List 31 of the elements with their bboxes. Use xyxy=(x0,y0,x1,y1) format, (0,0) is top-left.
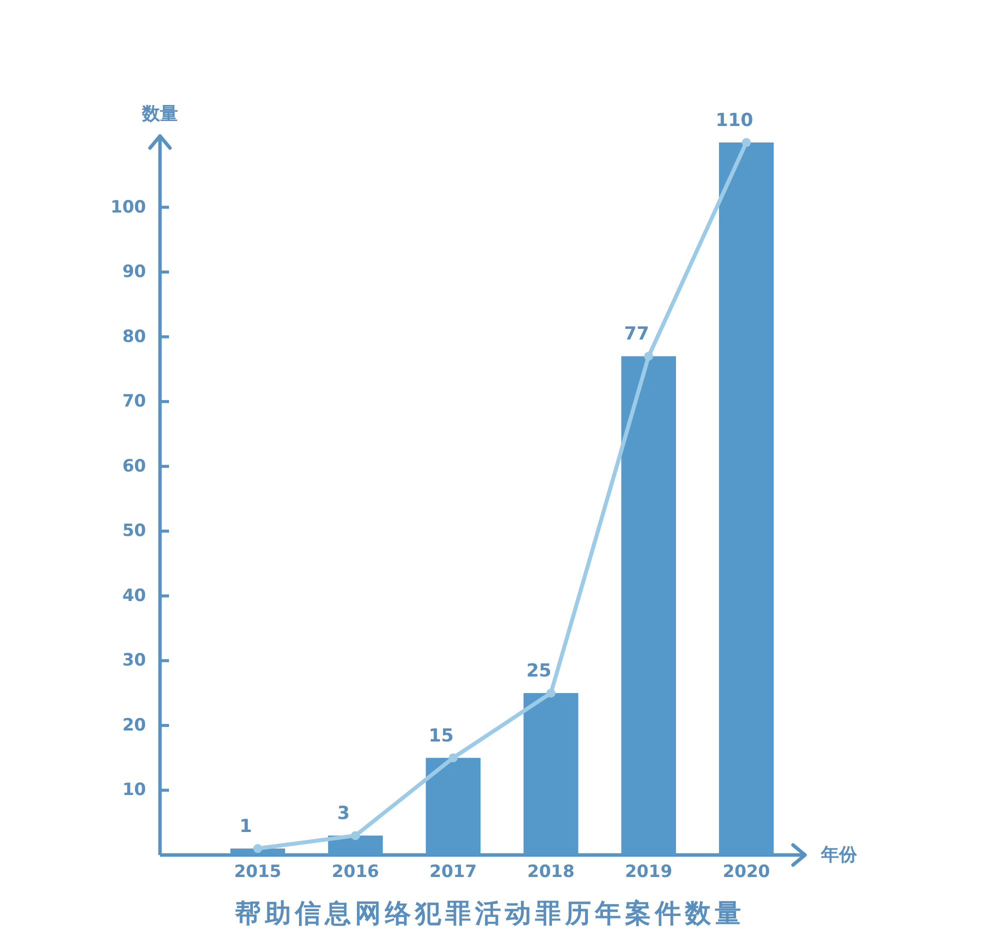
data-label: 3 xyxy=(337,803,350,824)
x-tick-label: 2020 xyxy=(722,862,770,882)
x-tick-label: 2019 xyxy=(624,862,672,882)
y-tick-label: 10 xyxy=(122,780,146,800)
point xyxy=(253,844,262,854)
y-tick-label: 100 xyxy=(110,197,146,218)
point xyxy=(350,831,360,840)
x-tick-label: 2017 xyxy=(430,862,477,882)
y-tick-label: 50 xyxy=(122,521,146,542)
y-tick-label: 90 xyxy=(122,262,146,282)
x-tick-label: 2018 xyxy=(527,862,575,882)
point xyxy=(742,138,751,147)
y-tick-label: 80 xyxy=(122,326,146,347)
data-label: 15 xyxy=(428,725,454,746)
data-label: 25 xyxy=(526,660,552,682)
data-label: 1 xyxy=(239,816,252,838)
y-tick-label: 40 xyxy=(122,586,146,606)
x-tick-label: 2015 xyxy=(234,862,282,882)
y-tick-label: 70 xyxy=(122,392,146,412)
y-tick-label: 30 xyxy=(122,650,146,671)
data-label: 110 xyxy=(716,110,754,131)
point xyxy=(644,352,654,361)
x-tick-label: 2016 xyxy=(332,862,380,882)
y-axis-title: 数量 xyxy=(141,104,178,124)
y-tick-label: 60 xyxy=(122,456,146,476)
point xyxy=(546,688,556,698)
y-tick-label: 20 xyxy=(122,715,146,736)
data-label: 77 xyxy=(624,324,650,345)
x-axis-title: 年份 xyxy=(820,844,858,866)
point xyxy=(448,753,458,762)
text: 帮助信息网络犯罪活动罪历年案件数量 xyxy=(234,899,745,929)
